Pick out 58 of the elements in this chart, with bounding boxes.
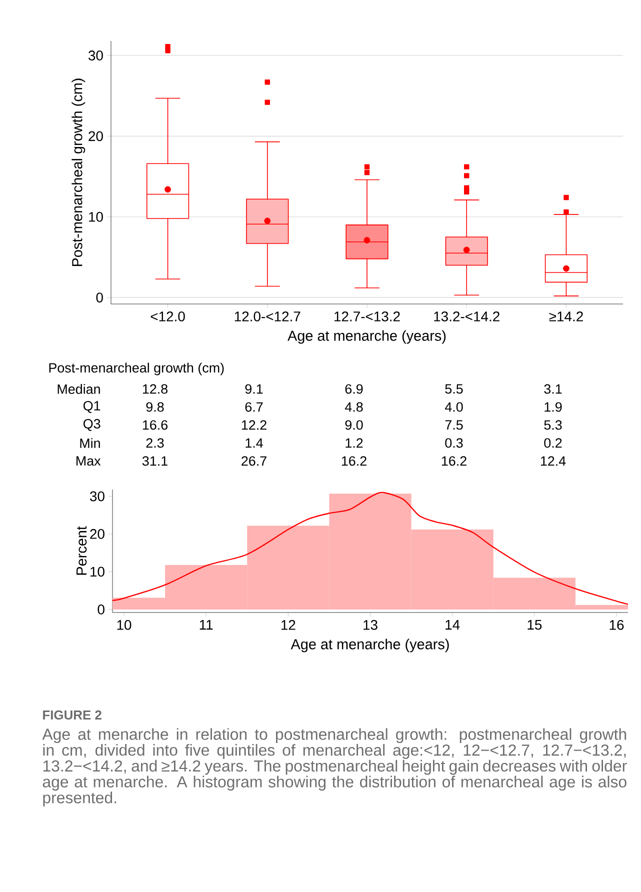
x-tick-label: <12.0 xyxy=(150,312,185,322)
text: 2.3 xyxy=(146,438,164,448)
text: 9.8 xyxy=(146,402,164,412)
text: 12.2 xyxy=(242,420,266,430)
text: 7.5 xyxy=(445,420,463,430)
text: 4.8 xyxy=(344,402,363,412)
text: 3.1 xyxy=(544,384,562,394)
x-axis-title: Age at menarche (years) xyxy=(288,330,446,344)
caption: FIGURE 2 xyxy=(43,710,102,720)
text: Q3 xyxy=(84,419,100,431)
text: 9.1 xyxy=(245,384,263,394)
x-tick-label: 15 xyxy=(528,620,542,630)
x-tick-label: 16 xyxy=(610,620,624,630)
x-tick-label: 13.2-<14.2 xyxy=(434,312,500,322)
text: Post-menarcheal growth (cm) xyxy=(49,362,224,376)
text: 31.1 xyxy=(142,456,168,466)
text: 1.4 xyxy=(246,438,263,448)
line-series xyxy=(112,492,628,605)
y-tick-label: 10 xyxy=(90,566,104,577)
text: 12.4 xyxy=(540,456,566,466)
y-tick-label: 30 xyxy=(90,491,104,502)
x-tick-label: 12.7-<13.2 xyxy=(334,312,400,322)
text: 16.2 xyxy=(342,456,366,466)
text: 6.7 xyxy=(245,402,263,412)
text: 16.6 xyxy=(142,420,168,430)
text: Q1 xyxy=(84,401,100,413)
x-tick-label: 10 xyxy=(117,620,132,630)
text: 16.2 xyxy=(442,456,466,466)
text: Max xyxy=(76,456,101,466)
x-tick-label: 12.0-<12.7 xyxy=(234,312,300,322)
text: Median xyxy=(58,384,100,394)
text: 26.7 xyxy=(242,456,266,466)
text: 5.5 xyxy=(445,384,463,394)
x-tick-label: 14 xyxy=(446,620,460,630)
text: 12.8 xyxy=(142,384,168,394)
text: 1.2 xyxy=(346,438,363,448)
text: Min xyxy=(80,438,100,448)
x-tick-label: 11 xyxy=(200,620,213,630)
y-tick-label: 10 xyxy=(89,212,103,222)
text: 0.3 xyxy=(445,438,463,448)
x-tick-label: 13 xyxy=(364,620,378,630)
y-tick-label: 0 xyxy=(98,604,104,614)
y-tick-label: 20 xyxy=(90,529,104,539)
y-tick-label: 20 xyxy=(88,131,103,142)
text: 5.3 xyxy=(544,420,562,430)
y-axis-title: Percent xyxy=(76,526,87,575)
y-tick-label: 0 xyxy=(96,292,103,302)
text: 6.9 xyxy=(345,384,363,394)
x-axis-title: Age at menarche (years) xyxy=(290,638,449,652)
text: 4.0 xyxy=(444,402,463,412)
text: Age at menarche in relation to postmenarcheal growth: postmenarcheal growth in cm, divided into five quintiles of menarcheal age:<12, 12−<12.7, 12.7−<13.2, 13.2−<14.2, and ≥14.2 years. The postmenarcheal height gain decreases with older age at menarche. A histogram showing the distribution of menarcheal age is also presented. xyxy=(42,728,627,806)
text: 0.2 xyxy=(544,438,562,448)
text: 1.9 xyxy=(544,402,562,412)
x-tick-label: ≥14.2 xyxy=(549,312,583,322)
y-axis-title: Post-menarcheal growth (cm) xyxy=(72,78,86,266)
x-tick-label: 12 xyxy=(281,620,296,630)
text: 9.0 xyxy=(345,420,363,430)
y-tick-label: 30 xyxy=(88,50,103,60)
